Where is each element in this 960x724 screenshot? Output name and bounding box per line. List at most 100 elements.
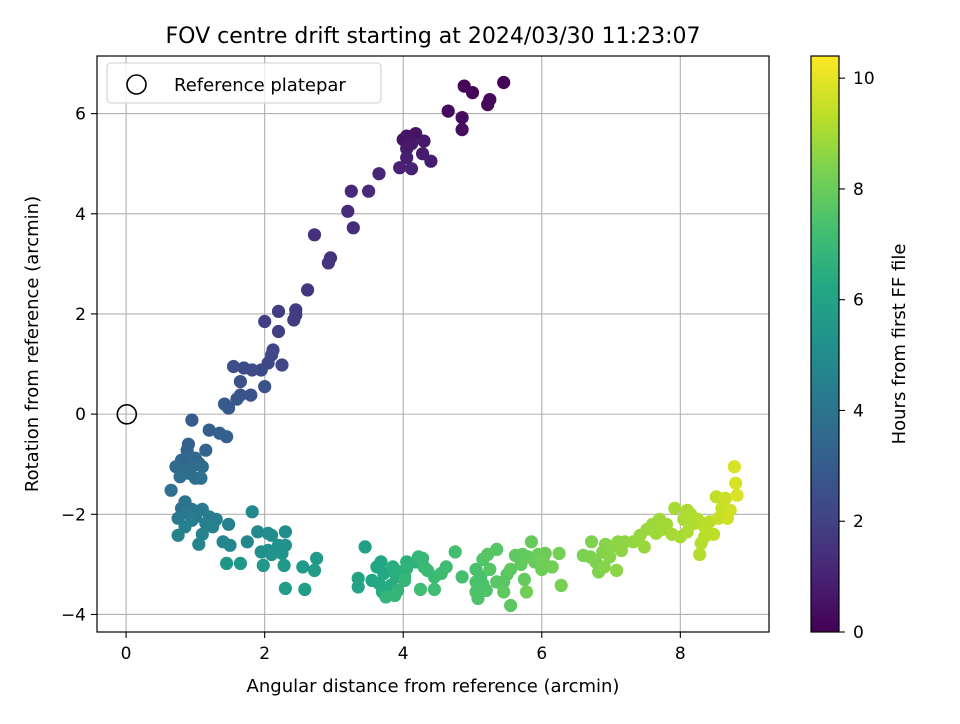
plot-frame [96,55,770,633]
data-point [637,540,651,554]
data-point [497,75,511,90]
data-point [439,560,453,574]
data-point [668,501,682,515]
data-point [223,538,237,552]
data-point [278,525,292,539]
data-points [164,75,744,613]
data-point [220,556,234,571]
data-point [388,588,402,603]
data-point [497,585,511,599]
x-tick-label: 4 [398,644,409,664]
data-point [374,555,388,569]
data-point [321,256,335,270]
data-point [341,204,355,218]
data-point [245,505,259,519]
data-point [707,527,721,541]
colorbar-tick-label: 0 [853,623,864,643]
colorbar-gradient [810,55,840,633]
data-point [358,540,372,554]
data-point [545,560,559,574]
data-point [727,460,742,474]
data-point [202,423,216,437]
data-point [393,161,407,175]
data-point [222,517,236,531]
data-point [504,598,518,613]
data-point [603,550,617,564]
data-point [277,558,291,573]
data-point [400,561,414,576]
colorbar: 0 2 4 6 8 10 Hours from first FF file [810,55,910,643]
data-point [481,98,495,112]
data-point [351,580,365,594]
data-point [479,583,493,598]
data-point [301,283,315,297]
data-point [298,582,312,597]
colorbar-tick-label: 8 [853,180,864,200]
chart-title: FOV centre drift starting at 2024/03/30 … [166,24,701,49]
data-point [552,546,566,561]
x-tick-label: 6 [536,644,547,664]
data-point [455,570,469,584]
data-point [413,582,428,597]
colorbar-tick-label: 6 [853,291,864,311]
data-point [481,547,495,562]
data-point [448,545,462,559]
data-point [519,585,534,599]
colorbar-label: Hours from first FF file [889,244,910,445]
data-point [483,562,497,577]
data-point [427,582,441,597]
data-point [597,560,611,574]
data-point [372,167,386,181]
data-point [237,361,251,375]
data-point [344,184,358,198]
data-point [517,572,532,587]
y-tick-label: 6 [75,105,86,125]
y-axis-ticks: −4 −2 0 2 4 6 [61,105,97,625]
data-point [424,154,438,168]
legend-label: Reference platepar [174,75,346,96]
data-point [173,470,187,484]
reference-platepar-marker [116,403,138,425]
colorbar-tick-label: 10 [853,69,875,89]
data-point [346,221,360,235]
data-point [417,134,431,148]
y-tick-label: 0 [75,405,86,425]
data-point [192,537,206,551]
data-point [258,380,272,394]
colorbar-tick-label: 4 [853,401,864,421]
data-point [251,525,265,539]
data-point [195,527,209,541]
legend-marker-icon [126,74,147,95]
data-point [230,392,244,406]
data-point [455,111,469,125]
data-point [271,304,286,318]
x-axis-label: Angular distance from reference (arcmin) [247,676,620,697]
data-point [194,471,208,485]
data-point [398,573,412,588]
legend-box [106,62,382,104]
x-tick-label: 0 [121,644,132,664]
data-point [278,581,292,596]
y-tick-label: 2 [75,305,86,325]
data-point [471,591,485,606]
data-point [258,314,272,329]
data-point [265,528,279,542]
data-point [362,184,376,198]
data-point [296,560,310,574]
data-point [455,123,469,137]
data-point [220,430,234,444]
data-point [400,151,414,165]
data-point [265,348,279,362]
data-point [256,558,270,573]
x-tick-label: 2 [259,644,270,664]
data-point [185,413,199,427]
data-point [729,476,743,490]
data-point [693,547,707,562]
data-point [206,520,220,534]
data-point [310,551,324,566]
data-point [723,503,737,517]
data-point [585,535,599,549]
colorbar-ticks: 0 2 4 6 8 10 [839,69,875,643]
colorbar-tick-label: 2 [853,512,864,532]
data-point [233,375,247,389]
